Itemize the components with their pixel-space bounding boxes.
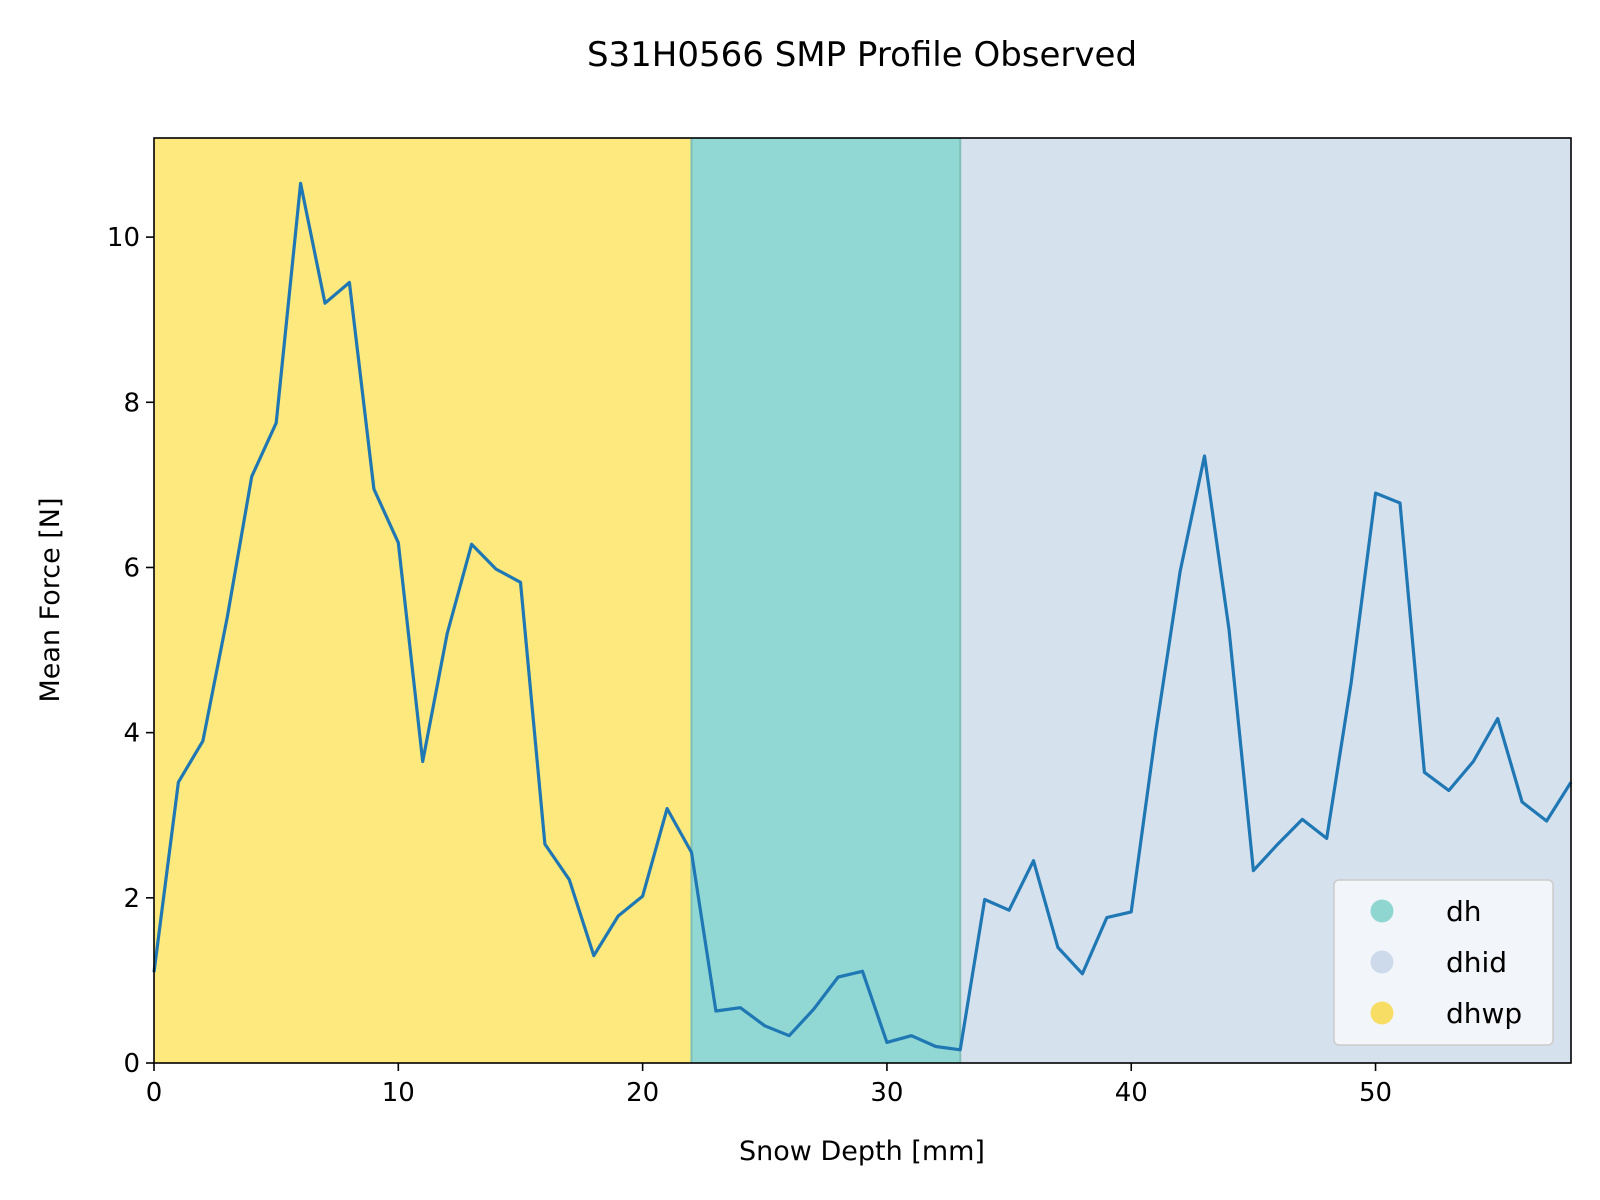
legend-label-dhid: dhid xyxy=(1446,946,1507,979)
y-tick-label: 4 xyxy=(123,719,140,749)
plot-frame xyxy=(153,137,1572,1064)
x-tick-label: 40 xyxy=(1115,1078,1148,1108)
chart-title: S31H0566 SMP Profile Observed xyxy=(587,35,1137,75)
region-dhwp xyxy=(154,138,692,1063)
legend-label-dh: dh xyxy=(1446,895,1482,928)
y-tick-label: 8 xyxy=(123,388,140,418)
y-tick-label: 2 xyxy=(123,884,140,914)
region-dh xyxy=(691,138,961,1063)
legend-marker-dh xyxy=(1370,899,1394,923)
legend-label-dhwp: dhwp xyxy=(1446,997,1522,1030)
y-tick-label: 6 xyxy=(123,553,140,583)
y-axis-ticks: 0 2 4 6 8 10 xyxy=(107,223,154,1079)
y-axis-label: Mean Force [N] xyxy=(35,497,66,702)
x-tick-label: 10 xyxy=(382,1078,415,1108)
x-tick-label: 20 xyxy=(626,1078,659,1108)
x-tick-label: 50 xyxy=(1359,1078,1392,1108)
y-tick-label: 0 xyxy=(123,1049,140,1079)
y-tick-label: 10 xyxy=(107,223,140,253)
series-layer xyxy=(152,181,1573,1052)
x-axis-label: Snow Depth [mm] xyxy=(739,1136,985,1167)
legend: dh dhid dhwp xyxy=(1333,879,1554,1046)
x-axis-ticks: 0 10 20 30 40 50 xyxy=(146,1063,1392,1108)
x-tick-label: 30 xyxy=(870,1078,903,1108)
legend-marker-dhid xyxy=(1370,950,1394,974)
series-line-0 xyxy=(152,181,1573,1052)
x-tick-label: 0 xyxy=(146,1078,163,1108)
legend-marker-dhwp xyxy=(1370,1001,1394,1025)
